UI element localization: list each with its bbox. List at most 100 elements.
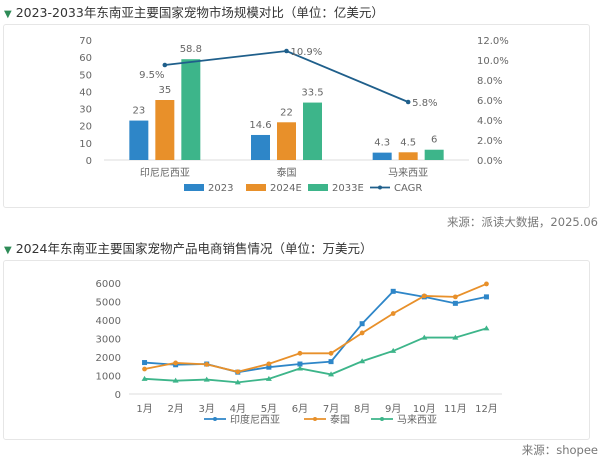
cagr-data-label: 5.8% [412, 98, 437, 109]
y-tick-label: 3000 [96, 335, 121, 346]
data-point [203, 376, 210, 382]
y2-tick-label: 12.0% [477, 36, 509, 47]
y2-tick-label: 2.0% [477, 136, 502, 147]
x-tick-label: 11月 [444, 403, 467, 415]
data-point [265, 375, 272, 381]
market-size-chart: 0 10 20 30 40 50 60 70 0.0% 2.0% 4.0% 6.0% 8.0% 10.0%… [79, 36, 509, 194]
bar-2023 [251, 134, 270, 160]
data-point [421, 334, 428, 340]
y-tick-label: 40 [79, 87, 92, 98]
legend-label: 2024E [270, 183, 302, 194]
data-point [390, 311, 396, 316]
x-tick-label: 印尼尼西亚 [140, 167, 190, 179]
data-point [297, 361, 303, 367]
data-point [142, 360, 148, 366]
x-tick-label: 4月 [230, 403, 246, 415]
bar-2033E [303, 102, 322, 160]
y2-tick-label: 4.0% [477, 116, 502, 127]
data-point [142, 366, 147, 372]
y-tick-label: 30 [79, 105, 92, 116]
legend-swatch [184, 184, 204, 191]
y2-tick-label: 6.0% [477, 96, 502, 107]
data-point [172, 377, 179, 383]
data-point [390, 288, 396, 294]
y-tick-label: 50 [79, 70, 92, 81]
legend-label: 泰国 [330, 413, 350, 426]
legend-marker [313, 417, 317, 421]
bar-data-label: 4.3 [374, 138, 390, 149]
data-point [359, 321, 365, 327]
data-point [235, 369, 241, 375]
y-tick-label: 6000 [96, 279, 121, 290]
y2-tick-label: 0.0% [477, 156, 502, 167]
chart1-source: 来源：派读大数据，2025.06 [446, 215, 598, 229]
data-point [483, 325, 490, 331]
data-point [421, 293, 427, 299]
chart2-title: ▼ 2024年东南亚主要国家宠物产品电商销售情况（单位：万美元） [4, 241, 373, 256]
bar-2023 [372, 152, 392, 160]
data-point [296, 365, 303, 371]
bar-data-label: 22 [280, 107, 293, 118]
x-tick-label: 6月 [292, 403, 308, 415]
data-point [328, 350, 334, 356]
data-point [483, 294, 489, 300]
legend-marker [213, 417, 217, 421]
y-tick-label: 60 [79, 53, 92, 64]
data-point [266, 361, 272, 367]
x-tick-label: 马来西亚 [388, 167, 428, 179]
bar-data-label: 58.8 [180, 44, 202, 55]
data-point [452, 294, 458, 300]
line-马来西亚 [144, 327, 487, 384]
ecommerce-sales-chart: 0 1000 2000 3000 4000 5000 6000 1月 2月 3月 4月 5月 6月 7月 8… [96, 279, 502, 426]
data-point [484, 281, 489, 287]
cagr-line [164, 50, 409, 103]
y-tick-label: 20 [79, 122, 92, 133]
data-point [359, 330, 365, 336]
y-tick-label: 10 [79, 139, 92, 150]
data-point [452, 300, 458, 306]
legend-label: CAGR [394, 183, 422, 194]
data-point [297, 350, 303, 356]
x-tick-label: 9月 [385, 403, 401, 415]
data-point [328, 359, 334, 365]
bar-2024E [277, 122, 296, 160]
data-point [359, 358, 366, 364]
y-tick-label: 0 [86, 156, 92, 167]
legend-label: 2033E [332, 183, 364, 194]
bar-2024E [155, 100, 175, 160]
legend-label: 印度尼西亚 [230, 413, 280, 426]
data-point [328, 371, 335, 377]
cagr-point [284, 48, 289, 54]
y2-tick-label: 8.0% [477, 76, 502, 87]
legend-label: 2023 [208, 183, 233, 194]
bar-2033E [424, 149, 444, 160]
bar-data-label: 35 [158, 85, 171, 96]
chart2-source: 来源：shopee [521, 443, 598, 457]
x-tick-label: 8月 [354, 403, 370, 415]
bar-2033E [181, 59, 201, 161]
bar-2023 [129, 120, 149, 160]
y-tick-label: 2000 [96, 353, 121, 364]
bar-2024E [398, 152, 418, 160]
line-泰国 [144, 283, 487, 373]
bar-data-label: 14.6 [249, 120, 271, 131]
data-point [141, 375, 148, 381]
bar-data-label: 23 [132, 106, 145, 117]
legend-label: 马来西亚 [397, 414, 437, 426]
data-point [390, 347, 397, 353]
data-point [173, 360, 179, 366]
x-tick-label: 10月 [413, 403, 436, 415]
line-印度尼西亚 [144, 290, 487, 374]
y-tick-label: 4000 [96, 316, 121, 327]
chart2-panel: 0 1000 2000 3000 4000 5000 6000 1月 2月 3月 4月 5月 6月 7月 8… [3, 260, 590, 440]
y-tick-label: 0 [115, 390, 121, 401]
y-tick-label: 5000 [96, 298, 121, 309]
x-tick-label: 7月 [323, 403, 339, 415]
x-tick-label: 12月 [475, 403, 498, 415]
bar-data-label: 6 [431, 135, 437, 146]
legend-swatch [246, 184, 266, 191]
x-tick-label: 1月 [136, 403, 152, 415]
legend-marker [378, 185, 382, 190]
legend-swatch [308, 184, 328, 191]
cagr-data-label: 9.5% [139, 70, 164, 81]
